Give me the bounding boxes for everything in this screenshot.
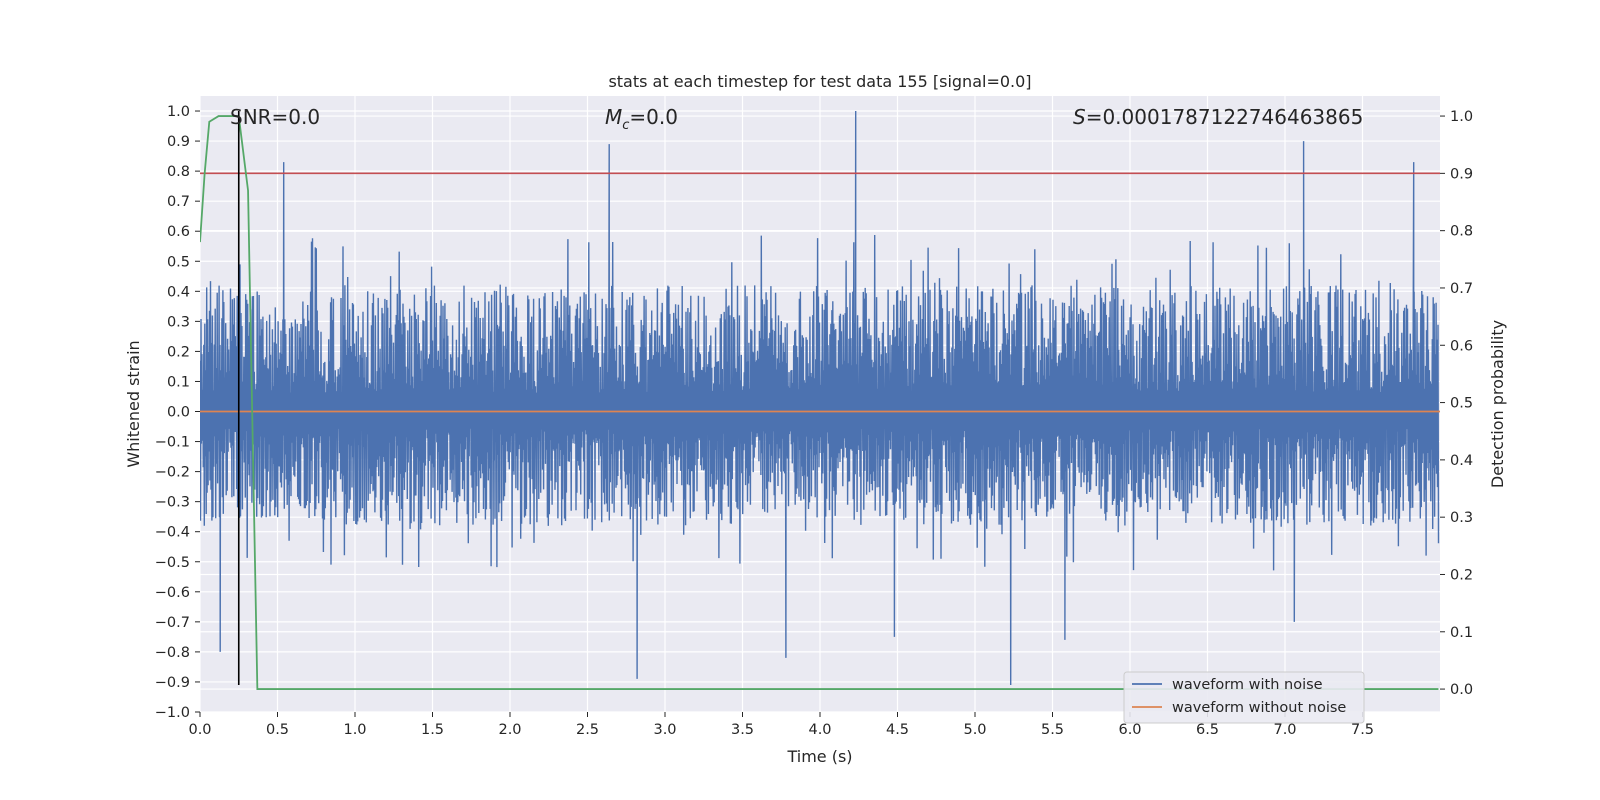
- y-tick-label-right: 0.9: [1450, 166, 1473, 182]
- x-tick-label: 2.5: [576, 722, 599, 738]
- s-symbol: S: [1073, 105, 1086, 129]
- y-tick-label-left: 0.7: [167, 194, 190, 210]
- x-tick-label: 4.0: [808, 722, 831, 738]
- y-tick-label-left: 0.6: [167, 224, 190, 240]
- x-tick-label: 4.5: [886, 722, 909, 738]
- chirp-mass-value: =0.0: [629, 105, 678, 129]
- legend: waveform with noise waveform without noi…: [1123, 671, 1365, 724]
- x-tick-label: 1.0: [343, 722, 366, 738]
- y-tick-label-right: 0.3: [1450, 510, 1473, 526]
- y-tick-label-left: −0.3: [155, 495, 190, 511]
- legend-label-clean: waveform without noise: [1172, 700, 1346, 716]
- x-tick-label: 0.5: [266, 722, 289, 738]
- s-value: =0.0001787122746463865: [1086, 105, 1364, 129]
- y-tick-label-left: 0.4: [167, 284, 190, 300]
- y-tick-label-left: −0.4: [155, 525, 190, 541]
- y-tick-label-right: 0.4: [1450, 453, 1473, 469]
- y-tick-label-left: 0.3: [167, 314, 190, 330]
- legend-label-noise: waveform with noise: [1172, 677, 1323, 693]
- y-tick-label-left: 0.0: [167, 405, 190, 421]
- x-tick-label: 7.5: [1351, 722, 1374, 738]
- y-tick-label-right: 0.5: [1450, 396, 1473, 412]
- legend-box: [1123, 671, 1365, 724]
- y-tick-label-left: −0.1: [155, 435, 190, 451]
- x-axis-label: Time (s): [786, 747, 852, 766]
- y-tick-label-right: 0.8: [1450, 224, 1473, 240]
- y-tick-label-left: −0.7: [155, 615, 190, 631]
- y-axis-label-left: Whitened strain: [124, 340, 143, 467]
- x-tick-label: 6.0: [1118, 722, 1141, 738]
- y-tick-label-left: −0.2: [155, 465, 190, 481]
- chart-title: stats at each timestep for test data 155…: [608, 72, 1031, 91]
- x-tick-label: 2.0: [498, 722, 521, 738]
- x-tick-label: 6.5: [1196, 722, 1219, 738]
- s-annotation: S=0.0001787122746463865: [1073, 105, 1363, 129]
- x-tick-label: 0.0: [188, 722, 211, 738]
- series-layer: [200, 110, 1440, 690]
- y-tick-label-left: −1.0: [155, 705, 190, 721]
- y-tick-label-left: −0.5: [155, 555, 190, 571]
- y-tick-label-right: 0.2: [1450, 567, 1473, 583]
- y-tick-label-left: −0.6: [155, 585, 190, 601]
- y-axis-label-right: Detection probability: [1488, 320, 1507, 488]
- y-tick-label-left: −0.9: [155, 675, 190, 691]
- y-tick-label-left: 0.2: [167, 344, 190, 360]
- y-tick-label-right: 0.0: [1450, 682, 1473, 698]
- snr-annotation: SNR=0.0: [230, 105, 320, 129]
- y-tick-label-left: 0.1: [167, 374, 190, 390]
- x-tick-label: 5.0: [963, 722, 986, 738]
- x-tick-label: 5.5: [1041, 722, 1064, 738]
- chirp-mass-subscript: c: [622, 118, 629, 133]
- right-axis: 1.0 0.9 0.8 0.7 0.6 0.5 0.4 0.3 0.2 0.1 0.0: [1440, 109, 1473, 698]
- y-tick-label-left: 0.5: [167, 254, 190, 270]
- x-tick-label: 3.5: [731, 722, 754, 738]
- y-tick-label-right: 0.6: [1450, 338, 1473, 354]
- bottom-axis: 0.0 0.5 1.0 1.5 2.0 2.5 3.0 3.5 4.0 4.5 5.0 5.5 6.0 6…: [188, 712, 1374, 738]
- x-tick-label: 3.0: [653, 722, 676, 738]
- y-tick-label-left: −0.8: [155, 645, 190, 661]
- y-tick-label-right: 0.7: [1450, 281, 1473, 297]
- x-tick-label: 7.0: [1273, 722, 1296, 738]
- y-tick-label-right: 0.1: [1450, 625, 1473, 641]
- y-tick-label-left: 0.9: [167, 134, 190, 150]
- series-waveform-with-noise: [200, 110, 1440, 686]
- x-tick-label: 1.5: [421, 722, 444, 738]
- chirp-mass-symbol: M: [605, 105, 622, 129]
- left-axis: 1.0 0.9 0.8 0.7 0.6 0.5 0.4 0.3 0.2 0.1 0.0 −0.1 −0.…: [155, 104, 200, 721]
- y-tick-label-left: 1.0: [167, 104, 190, 120]
- y-tick-label-right: 1.0: [1450, 109, 1473, 125]
- chirp-mass-annotation: Mc=0.0: [605, 105, 678, 133]
- y-tick-label-left: 0.8: [167, 164, 190, 180]
